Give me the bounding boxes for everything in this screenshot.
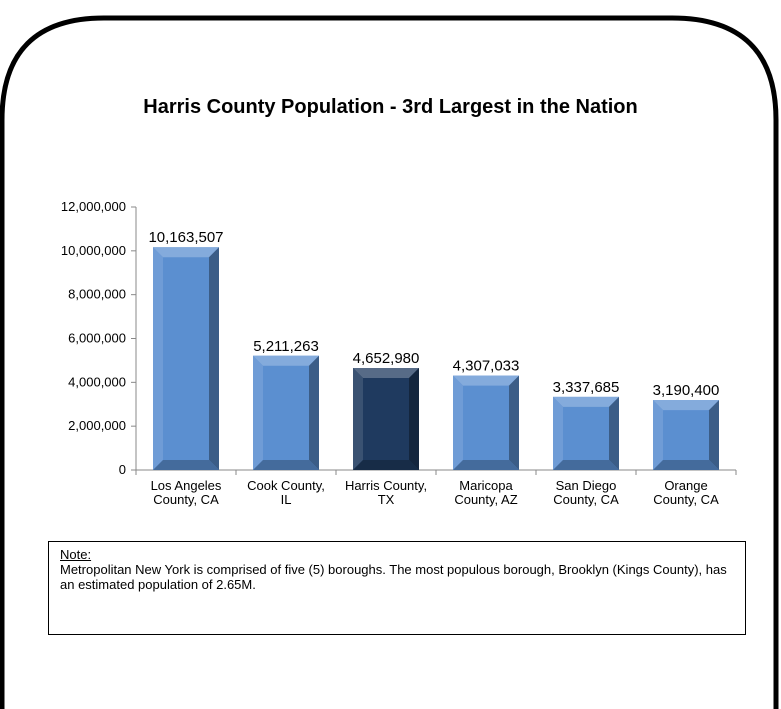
x-category-label: County, AZ (454, 492, 517, 507)
x-category-label: IL (281, 492, 292, 507)
bar-bevel-right (409, 368, 419, 470)
x-category-label: County, CA (553, 492, 619, 507)
bar-bevel-right (509, 375, 519, 470)
x-category-label: TX (378, 492, 395, 507)
bar-bevel-bottom (153, 460, 219, 470)
bar-bevel-bottom (353, 460, 419, 470)
bar-bevel-top (353, 368, 419, 379)
bar-value-label: 4,652,980 (353, 350, 420, 367)
bar-bevel-top (253, 355, 319, 366)
x-category-label: Maricopa (459, 478, 513, 493)
bar-bevel-top (553, 396, 619, 407)
bar-bevel-left (253, 355, 263, 470)
bar-bevel-left (553, 396, 563, 470)
note-box: Note: Metropolitan New York is comprised… (48, 541, 746, 635)
y-tick-label: 4,000,000 (68, 374, 126, 389)
y-tick-label: 10,000,000 (61, 243, 126, 258)
bar-value-label: 5,211,263 (253, 338, 319, 355)
bar-body (353, 368, 419, 470)
bar (353, 368, 419, 470)
note-text: Metropolitan New York is comprised of fi… (60, 562, 727, 592)
bar (653, 400, 719, 470)
bar-body (653, 400, 719, 470)
x-category-label: Cook County, (247, 478, 325, 493)
bar-bevel-bottom (453, 460, 519, 470)
bar-body (253, 355, 319, 470)
bar-value-label: 10,163,507 (148, 229, 223, 246)
bar-bevel-left (653, 400, 663, 470)
x-category-label: Orange (664, 478, 707, 493)
bar (453, 375, 519, 470)
y-tick-label: 6,000,000 (68, 331, 126, 346)
y-tick-label: 0 (119, 462, 126, 477)
bar-body (153, 247, 219, 470)
bar-value-label: 3,337,685 (553, 379, 620, 396)
bar-bevel-right (209, 247, 219, 470)
bar-bevel-bottom (653, 460, 719, 470)
bar-bevel-left (153, 247, 163, 470)
bar-bevel-top (653, 400, 719, 411)
bar-bevel-right (309, 355, 319, 470)
bar-bevel-left (453, 375, 463, 470)
x-category-label: San Diego (556, 478, 617, 493)
y-tick-label: 8,000,000 (68, 287, 126, 302)
bar-body (553, 396, 619, 470)
note-label: Note: (60, 547, 92, 562)
bar-bevel-top (453, 375, 519, 386)
x-category-label: County, CA (153, 492, 219, 507)
bar-bevel-right (609, 396, 619, 470)
bar-bevel-bottom (553, 460, 619, 470)
bar (553, 396, 619, 470)
x-category-label: Harris County, (345, 478, 427, 493)
bar-bevel-top (153, 247, 219, 258)
y-tick-label: 12,000,000 (61, 199, 126, 214)
bar-bevel-left (353, 368, 363, 470)
bar-body (453, 375, 519, 470)
bar-bevel-bottom (253, 460, 319, 470)
bar (253, 355, 319, 470)
x-category-label: County, CA (653, 492, 719, 507)
chart-title: Harris County Population - 3rd Largest i… (143, 96, 638, 118)
y-tick-label: 2,000,000 (68, 418, 126, 433)
bar-value-label: 4,307,033 (453, 358, 520, 375)
bar (153, 247, 219, 470)
bar-value-label: 3,190,400 (653, 382, 720, 399)
x-category-label: Los Angeles (151, 478, 222, 493)
bar-bevel-right (709, 400, 719, 470)
